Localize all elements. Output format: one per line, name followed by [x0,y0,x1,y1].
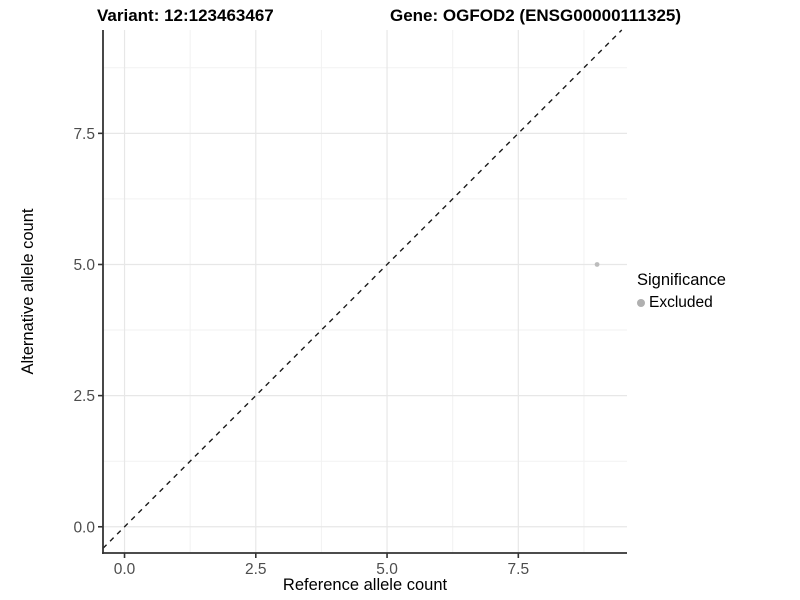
x-axis-title: Reference allele count [282,576,448,594]
y-tick-label: 2.5 [73,388,95,405]
data-point [594,262,600,267]
legend-dot-icon [637,299,645,307]
plot-title-gene: Gene: OGFOD2 (ENSG00000111325) [390,6,682,25]
legend-item-label: Excluded [649,294,713,311]
y-tick-label: 0.0 [73,519,95,536]
y-axis-title: Alternative allele count [19,208,37,375]
x-tick-label: 5.0 [376,561,398,578]
x-tick-label: 2.5 [245,561,267,578]
x-tick-label: 7.5 [508,561,530,578]
y-tick-label: 7.5 [73,126,95,143]
y-tick-label: 5.0 [73,257,95,274]
identity-reference-line [102,29,623,549]
x-tick-label: 0.0 [114,561,136,578]
legend-title: Significance [637,271,726,289]
legend-item-excluded: Excluded [637,294,726,312]
legend: Significance Excluded [637,271,726,312]
plot-title-variant: Variant: 12:123463467 [97,6,274,25]
